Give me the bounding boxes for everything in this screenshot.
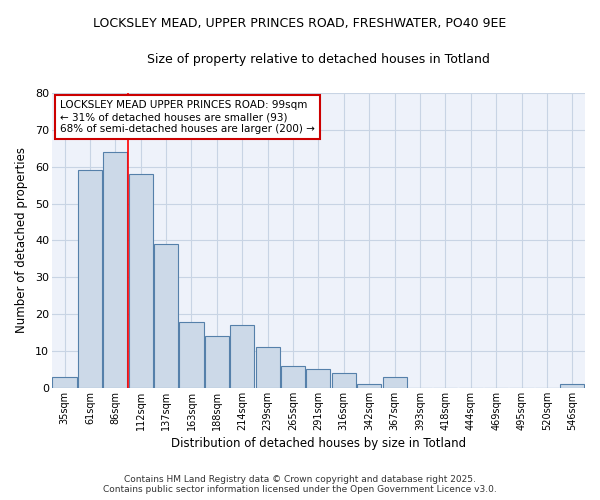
Bar — [103, 152, 127, 388]
X-axis label: Distribution of detached houses by size in Totland: Distribution of detached houses by size … — [171, 437, 466, 450]
Bar — [256, 348, 280, 388]
Bar — [307, 370, 331, 388]
Bar — [281, 366, 305, 388]
Bar — [128, 174, 153, 388]
Text: LOCKSLEY MEAD UPPER PRINCES ROAD: 99sqm
← 31% of detached houses are smaller (93: LOCKSLEY MEAD UPPER PRINCES ROAD: 99sqm … — [60, 100, 315, 134]
Bar — [383, 377, 407, 388]
Bar — [78, 170, 102, 388]
Text: Contains public sector information licensed under the Open Government Licence v3: Contains public sector information licen… — [103, 485, 497, 494]
Text: Contains HM Land Registry data © Crown copyright and database right 2025.: Contains HM Land Registry data © Crown c… — [124, 475, 476, 484]
Bar — [332, 373, 356, 388]
Bar — [357, 384, 381, 388]
Bar — [205, 336, 229, 388]
Title: Size of property relative to detached houses in Totland: Size of property relative to detached ho… — [147, 52, 490, 66]
Bar — [560, 384, 584, 388]
Bar — [230, 325, 254, 388]
Bar — [52, 377, 77, 388]
Text: LOCKSLEY MEAD, UPPER PRINCES ROAD, FRESHWATER, PO40 9EE: LOCKSLEY MEAD, UPPER PRINCES ROAD, FRESH… — [94, 18, 506, 30]
Y-axis label: Number of detached properties: Number of detached properties — [15, 148, 28, 334]
Bar — [154, 244, 178, 388]
Bar — [179, 322, 203, 388]
